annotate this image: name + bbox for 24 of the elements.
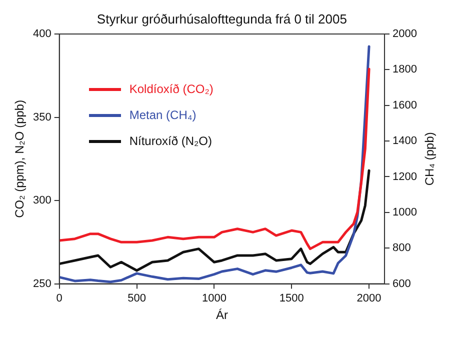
y2-tick-label: 1400 [392, 135, 418, 148]
x-tick-label: 1500 [279, 292, 304, 304]
legend-label: Metan (CH₄) [129, 107, 196, 124]
y2-tick-label: 800 [392, 242, 411, 254]
y-tick-label: 400 [32, 28, 52, 40]
y2-tick-label: 1800 [392, 64, 418, 76]
x-tick-label: 0 [56, 292, 62, 304]
y2-tick-label: 1200 [392, 170, 418, 183]
y2-tick-label: 1000 [392, 206, 418, 218]
x-tick-label: 2000 [356, 292, 382, 304]
y-tick-label: 250 [32, 278, 52, 290]
x-axis-title: Ár [216, 308, 228, 322]
legend-label: Níturoxíð (N₂O) [129, 133, 212, 150]
y2-axis-title: CH₄ (ppb) [422, 132, 436, 186]
y-axis-title: CO₂ (ppm), N₂O (ppb) [12, 100, 26, 218]
y-tick-label: 300 [32, 194, 52, 207]
legend-label: Koldíoxíð (CO₂) [129, 81, 214, 98]
y2-tick-label: 600 [392, 278, 411, 290]
y2-tick-label: 1600 [392, 99, 418, 112]
chart-title: Styrkur gróðurhúsalofttegunda frá 0 til 2005 [96, 12, 347, 27]
y-tick-label: 350 [32, 111, 52, 124]
x-tick-label: 1000 [202, 292, 226, 304]
x-tick-label: 500 [128, 292, 146, 304]
y2-tick-label: 2000 [392, 28, 418, 40]
